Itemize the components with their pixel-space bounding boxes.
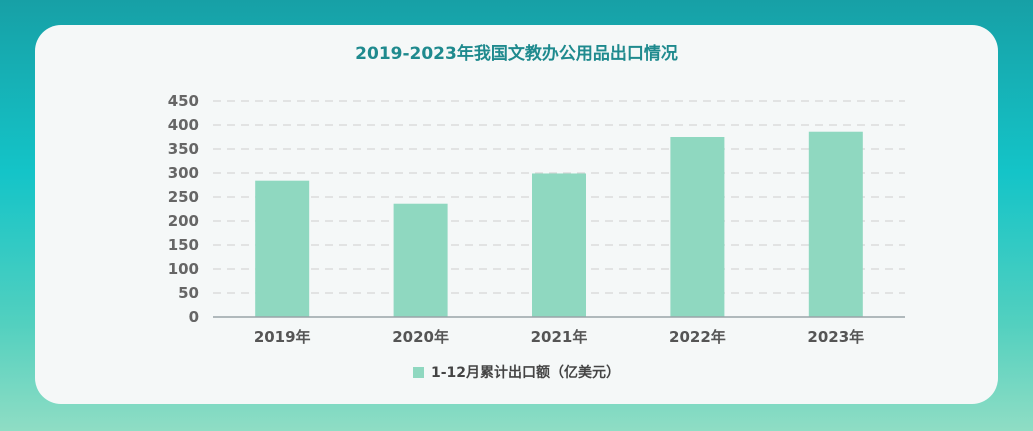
legend-label: 1-12月累计出口额（亿美元） bbox=[430, 365, 621, 381]
bar bbox=[670, 137, 725, 317]
y-tick-label: 150 bbox=[168, 236, 199, 254]
legend-swatch bbox=[412, 367, 424, 378]
x-tick-label: 2023年 bbox=[807, 328, 864, 346]
y-tick-label: 250 bbox=[168, 188, 199, 206]
bar-chart: 0 50 100 150 200 250 300 350 400 450 2019年 2020年 202… bbox=[168, 92, 905, 346]
x-tick-label: 2022年 bbox=[669, 328, 726, 346]
y-tick-label: 350 bbox=[168, 140, 199, 158]
y-tick-label: 200 bbox=[168, 212, 199, 230]
bar bbox=[808, 131, 863, 317]
chart-title: 2019-2023年我国文教办公用品出口情况 bbox=[355, 44, 678, 64]
y-tick-label: 0 bbox=[189, 308, 199, 326]
bar bbox=[255, 180, 310, 317]
x-tick-label: 2021年 bbox=[531, 328, 588, 346]
x-tick-label: 2020年 bbox=[392, 328, 449, 346]
bar bbox=[532, 173, 586, 317]
y-tick-label: 50 bbox=[178, 284, 199, 302]
y-tick-label: 100 bbox=[168, 260, 199, 278]
chart-card: 2019-2023年我国文教办公用品出口情况 0 50 100 150 200 250 30… bbox=[35, 25, 998, 404]
legend: 1-12月累计出口额（亿美元） bbox=[35, 362, 998, 382]
y-tick-label: 300 bbox=[168, 164, 199, 182]
y-tick-label: 450 bbox=[168, 92, 199, 110]
bar bbox=[393, 203, 448, 317]
y-tick-label: 400 bbox=[168, 116, 199, 134]
x-tick-label: 2019年 bbox=[254, 328, 311, 346]
